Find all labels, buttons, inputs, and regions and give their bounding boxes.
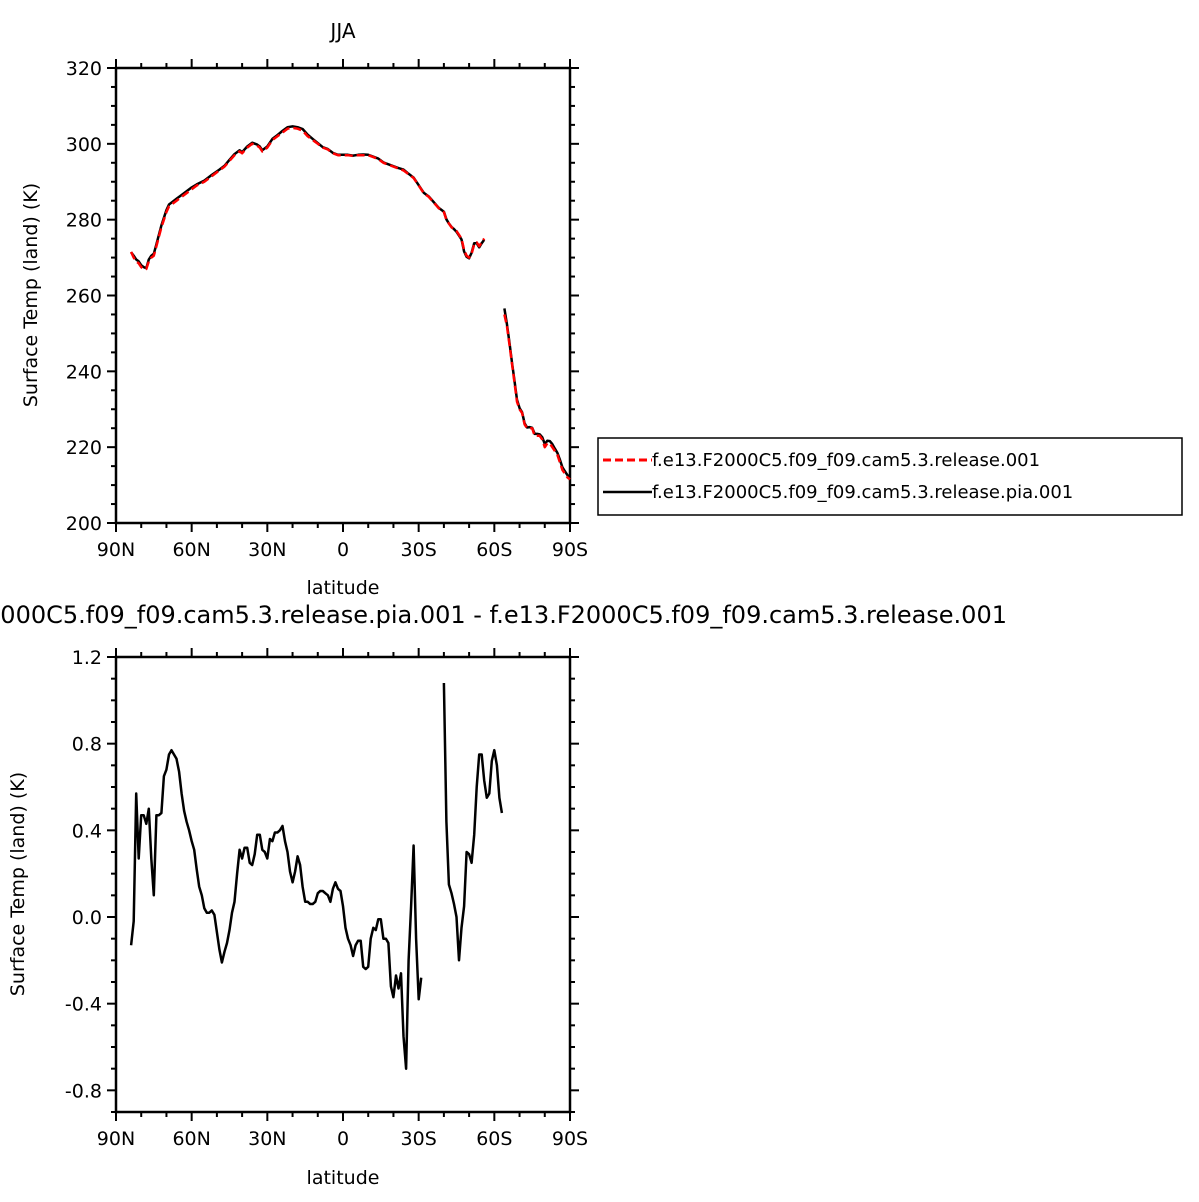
bottom-y-axis: -0.8 -0.4 0.0 0.4 0.8 1.2 [65,647,579,1113]
legend-label-release-001: f.e13.F2000C5.f09_f09.cam5.3.release.001 [652,450,1040,471]
top-series-1-line-segment-0 [130,125,486,270]
y-tick-label: -0.4 [65,994,102,1016]
top-plot-series [129,125,571,481]
bottom-chart-title: f.e13.F2000C5.f09_f09.cam5.3.release.pia… [0,601,1007,629]
top-plot-frame [114,66,572,525]
y-tick-label: 0.4 [72,820,102,842]
top-x-axis-label: latitude [307,577,380,599]
top-chart: JJA 90N 60N 30N 0 30S 60S 90S 200 220 240 260 280 3… [20,19,1183,599]
legend-label-release-pia-001: f.e13.F2000C5.f09_f09.cam5.3.release.pia… [652,482,1073,503]
top-series-0-line-segment-1 [503,314,571,481]
bottom-chart: f.e13.F2000C5.f09_f09.cam5.3.release.pia… [0,601,1007,1189]
y-tick-label: -0.8 [65,1080,102,1102]
top-chart-title: JJA [328,19,355,43]
y-tick-label: 0.8 [72,734,102,756]
y-tick-label: 1.2 [72,647,102,669]
x-tick-label: 30S [401,539,437,561]
x-tick-label: 90S [552,1128,588,1150]
x-tick-label: 0 [337,1128,349,1150]
top-series-0-line-segment-0 [129,126,486,271]
legend: f.e13.F2000C5.f09_f09.cam5.3.release.001… [597,437,1183,516]
top-y-axis-label: Surface Temp (land) (K) [20,183,42,407]
x-tick-label: 30N [248,539,286,561]
y-tick-label: 200 [66,513,102,535]
y-tick-label: 220 [66,437,102,459]
y-tick-label: 0.0 [72,907,102,929]
x-tick-label: 60S [476,1128,512,1150]
y-tick-label: 240 [66,361,102,383]
x-tick-label: 30S [401,1128,437,1150]
x-tick-label: 30N [248,1128,286,1150]
bottom-plot-series [129,682,504,1070]
bottom-y-axis-label: Surface Temp (land) (K) [7,772,29,996]
bottom-plot-frame [114,655,572,1114]
x-tick-label: 0 [337,539,349,561]
y-tick-label: 260 [66,286,102,308]
top-x-axis: 90N 60N 30N 0 30S 60S 90S [97,59,588,561]
top-y-axis: 200 220 240 260 280 300 320 [66,58,579,535]
x-tick-label: 90N [97,1128,135,1150]
top-series-1-line-segment-1 [503,308,571,479]
bottom-series-0-line-segment-1 [442,682,504,962]
x-tick-label: 60N [172,1128,210,1150]
bottom-x-axis-label: latitude [307,1167,380,1189]
bottom-series-0-line-segment-0 [129,748,423,1070]
x-tick-label: 60N [172,539,210,561]
x-tick-label: 90N [97,539,135,561]
y-tick-label: 320 [66,58,102,80]
y-tick-label: 280 [66,210,102,232]
legend-box [597,437,1183,516]
bottom-x-axis: 90N 60N 30N 0 30S 60S 90S [97,648,588,1150]
y-tick-label: 300 [66,134,102,156]
x-tick-label: 60S [476,539,512,561]
x-tick-label: 90S [552,539,588,561]
